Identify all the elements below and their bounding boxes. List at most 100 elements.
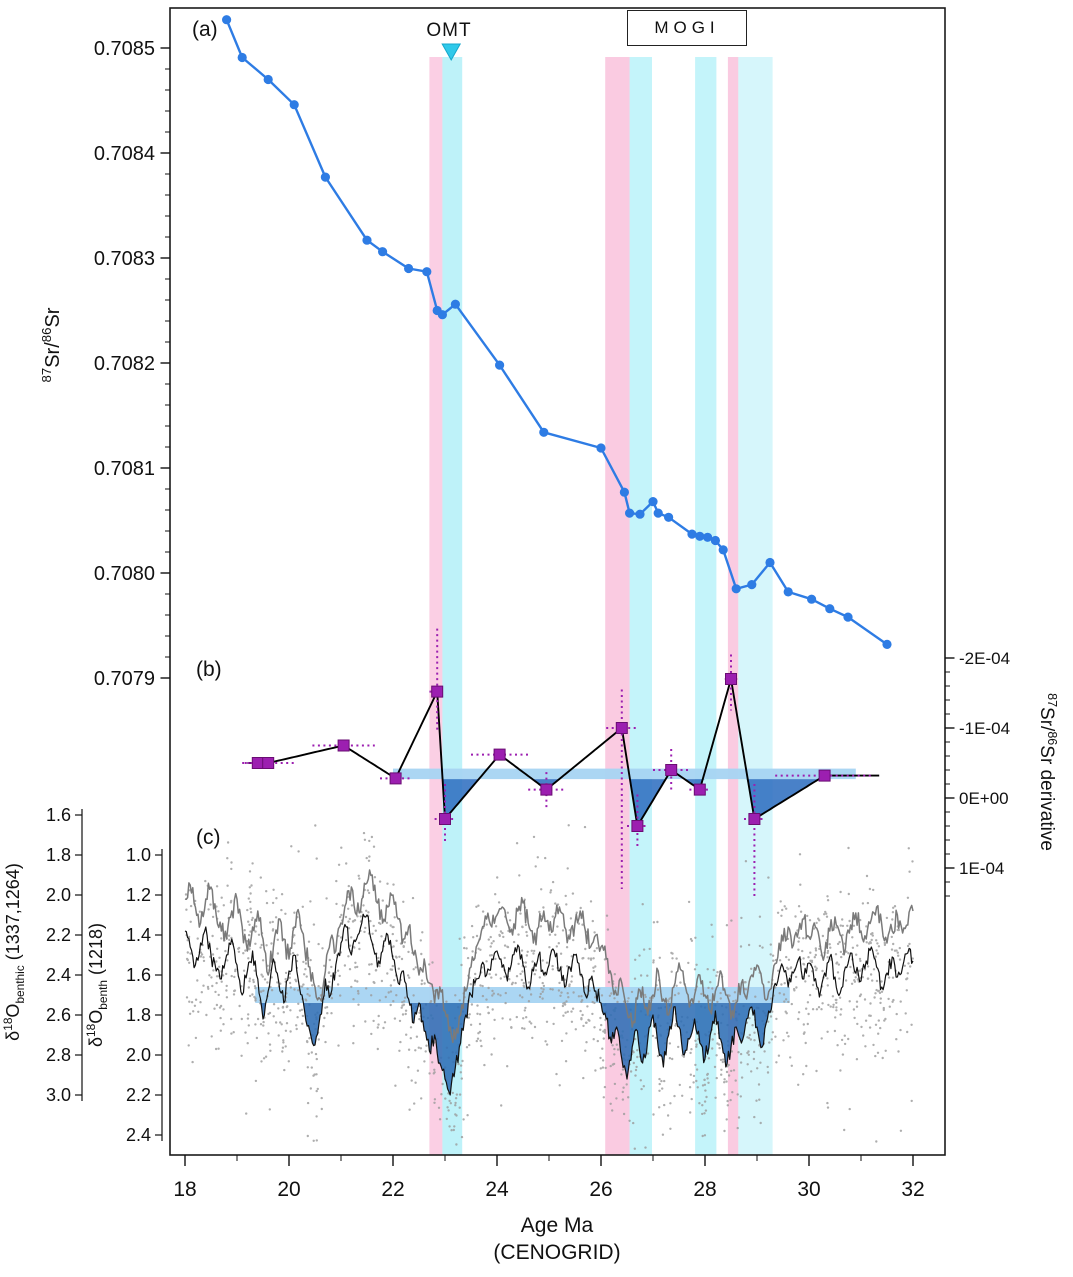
scatter-dot — [877, 990, 880, 993]
scatter-dot — [795, 986, 798, 989]
scatter-dot — [233, 975, 236, 979]
scatter-dot — [832, 1003, 835, 1006]
scatter-dot — [363, 930, 366, 934]
scatter-dot — [538, 976, 541, 979]
scatter-dot — [508, 978, 511, 981]
scatter-dot — [567, 824, 570, 827]
scatter-dot — [715, 1076, 718, 1080]
scatter-dot — [344, 938, 348, 942]
scatter-dot — [777, 969, 780, 972]
delta-symbol: δ — [3, 1030, 24, 1041]
cyan-band-3 — [695, 57, 717, 1155]
sr-data-point — [635, 509, 645, 519]
panel-c-inner-tick-label: 2.0 — [126, 1045, 151, 1065]
scatter-dot — [447, 1109, 450, 1112]
scatter-dot — [466, 1114, 469, 1117]
scatter-dot — [565, 1032, 568, 1035]
scatter-dot — [632, 1061, 635, 1065]
scatter-dot — [551, 968, 554, 971]
scatter-dot — [616, 1000, 619, 1004]
scatter-dot — [238, 1004, 241, 1008]
scatter-dot — [519, 912, 522, 915]
scatter-dot — [246, 908, 249, 912]
scatter-dot — [433, 1098, 437, 1101]
scatter-dot — [656, 988, 660, 991]
scatter-dot — [703, 1112, 706, 1115]
scatter-dot — [522, 984, 525, 987]
mogi-annotation-box: MOGI — [627, 10, 747, 46]
scatter-dot — [687, 961, 690, 965]
scatter-dot — [337, 863, 341, 866]
scatter-dot — [254, 987, 257, 990]
scatter-dot — [783, 905, 786, 908]
scatter-dot — [910, 1099, 913, 1103]
scatter-dot — [320, 1096, 323, 1100]
scatter-dot — [444, 1097, 447, 1100]
scatter-dot — [723, 1078, 726, 1081]
scatter-dot — [759, 1121, 762, 1125]
scatter-dot — [514, 981, 517, 985]
scatter-dot — [688, 1086, 692, 1089]
scatter-dot — [401, 1001, 404, 1004]
scatter-dot — [711, 1047, 714, 1050]
scatter-dot — [251, 862, 254, 865]
scatter-dot — [200, 991, 203, 994]
scatter-dot — [187, 935, 191, 939]
panel-a-tick-label: 0.7083 — [94, 248, 155, 270]
scatter-dot — [489, 935, 492, 939]
scatter-dot — [382, 1026, 385, 1030]
scatter-dot — [525, 1016, 528, 1019]
scatter-dot — [840, 1038, 844, 1042]
scatter-dot — [271, 920, 274, 924]
scatter-dot — [565, 903, 568, 906]
scatter-dot — [380, 979, 384, 983]
scatter-dot — [859, 959, 862, 963]
scatter-dot — [306, 1066, 309, 1069]
scatter-dot — [463, 936, 466, 939]
scatter-dot — [289, 1030, 292, 1033]
scatter-dot — [775, 1061, 778, 1064]
scatter-dot — [715, 974, 718, 977]
scatter-dot — [315, 1139, 318, 1142]
scatter-dot — [188, 1000, 191, 1003]
scatter-dot — [719, 991, 722, 995]
scatter-dot — [603, 1031, 607, 1034]
scatter-dot — [726, 1099, 729, 1103]
scatter-dot — [582, 1024, 585, 1028]
scatter-dot — [674, 1024, 677, 1027]
scatter-dot — [818, 947, 821, 951]
scatter-dot — [542, 906, 545, 909]
scatter-dot — [510, 1026, 513, 1030]
scatter-dot — [227, 934, 231, 937]
scatter-dot — [398, 1049, 401, 1053]
scatter-dot — [372, 980, 375, 984]
scatter-dot — [478, 1013, 482, 1016]
scatter-dot — [357, 874, 360, 877]
scatter-dot — [561, 929, 565, 932]
scatter-dot — [769, 943, 772, 946]
scatter-dot — [539, 925, 543, 928]
scatter-dot — [673, 1094, 676, 1098]
scatter-dot — [706, 1077, 709, 1080]
scatter-dot — [265, 890, 268, 893]
scatter-dot — [480, 1044, 483, 1048]
scatter-dot — [465, 947, 468, 950]
scatter-dot — [621, 1068, 625, 1071]
scatter-dot — [642, 1085, 645, 1088]
scatter-dot — [453, 1125, 456, 1128]
scatter-dot — [744, 988, 748, 991]
scatter-dot — [533, 1025, 537, 1029]
scatter-dot — [262, 989, 265, 992]
scatter-dot — [821, 1002, 824, 1005]
scatter-dot — [414, 1049, 417, 1052]
sr-data-point — [687, 529, 697, 539]
scatter-dot — [287, 1060, 290, 1063]
scatter-dot — [832, 1005, 835, 1009]
scatter-dot — [247, 1013, 250, 1016]
scatter-dot — [428, 963, 431, 966]
x-axis-title-line2: (CENOGRID) — [493, 1241, 621, 1264]
scatter-dot — [433, 1068, 436, 1072]
scatter-dot — [410, 1079, 413, 1082]
scatter-dot — [648, 947, 651, 951]
